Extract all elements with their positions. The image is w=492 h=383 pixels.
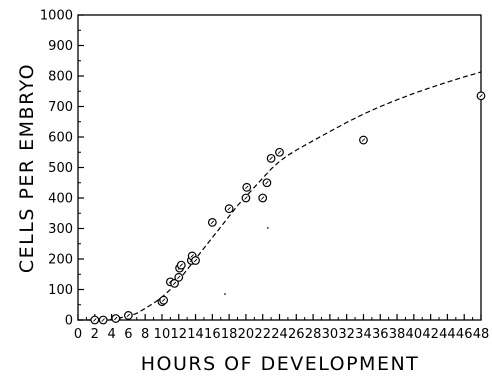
data-point-mark <box>244 196 248 200</box>
x-tick-label: 12 <box>170 327 187 342</box>
stray-mark <box>224 293 226 296</box>
x-tick-label: 48 <box>473 327 490 342</box>
data-point-mark <box>179 263 183 267</box>
axis-ticks <box>77 14 482 321</box>
data-point-mark <box>227 206 231 211</box>
data-point-mark <box>193 258 198 263</box>
data-point <box>174 272 184 282</box>
y-tick-label: 500 <box>48 161 73 176</box>
data-point <box>359 135 368 145</box>
data-point <box>159 295 169 305</box>
x-tick-label: 46 <box>456 327 473 342</box>
data-point-mark <box>114 316 118 321</box>
x-tick-label: 38 <box>389 327 406 342</box>
y-tick-label: 400 <box>48 192 73 207</box>
data-point <box>476 91 486 101</box>
data-point <box>262 178 272 188</box>
data-point <box>170 279 179 288</box>
data-point <box>266 153 276 163</box>
y-tick-label: 0 <box>65 314 73 329</box>
x-tick-label: 2 <box>91 327 99 342</box>
series-layer <box>78 71 486 325</box>
data-point-mark <box>93 318 97 322</box>
data-point <box>98 315 108 325</box>
data-point-mark <box>161 298 166 302</box>
x-tick-label: 20 <box>238 327 255 342</box>
plot-frame <box>77 14 482 321</box>
x-tick-label: 8 <box>141 327 149 342</box>
x-tick-label: 44 <box>439 327 456 342</box>
data-point <box>207 217 217 227</box>
x-tick-label: 22 <box>254 327 271 342</box>
y-tick-label: 100 <box>48 283 73 298</box>
y-tick-label: 700 <box>48 100 73 115</box>
data-point-mark <box>126 313 131 318</box>
y-tick-label: 600 <box>48 131 73 146</box>
y-tick-label: 900 <box>48 39 73 54</box>
data-point-mark <box>479 94 483 98</box>
data-point-mark <box>245 185 249 190</box>
x-tick-label: 36 <box>372 327 389 342</box>
data-point <box>242 182 252 192</box>
data-point <box>258 193 268 203</box>
x-tick-label: 34 <box>355 327 372 342</box>
plot-area-border <box>77 14 482 321</box>
fitted-curve-dashed-line <box>78 71 482 321</box>
x-tick-label: 24 <box>271 327 288 342</box>
data-point-mark <box>361 138 366 142</box>
y-tick-label: 200 <box>48 253 73 268</box>
y-tick-label: 800 <box>48 70 73 85</box>
y-axis-tick-labels: 0 100 200 300 400 500 600 700 800 900 1000 <box>40 9 73 329</box>
data-point <box>111 314 121 323</box>
data-point <box>123 311 133 320</box>
data-point-mark <box>265 181 269 185</box>
x-tick-label: 0 <box>74 327 82 342</box>
x-tick-label: 28 <box>305 327 322 342</box>
x-tick-label: 16 <box>204 327 221 342</box>
x-tick-label: 18 <box>221 327 238 342</box>
x-tick-label: 6 <box>124 327 132 342</box>
y-axis-title: CELLS PER EMBRYO <box>16 63 38 273</box>
data-point <box>275 147 284 157</box>
data-point-mark <box>177 275 181 280</box>
data-point-mark <box>172 281 177 286</box>
x-axis-tick-labels: 0 2 4 6 8 10 12 14 16 18 20 22 24 26 28 30 32 34 36 38 40 42 4… <box>74 327 489 342</box>
data-point-mark <box>269 156 273 161</box>
data-point-mark <box>190 254 194 258</box>
data-point-mark <box>210 220 215 225</box>
x-tick-label: 4 <box>107 327 115 342</box>
x-tick-label: 40 <box>406 327 423 342</box>
x-tick-label: 10 <box>154 327 171 342</box>
x-tick-label: 30 <box>322 327 339 342</box>
x-tick-label: 32 <box>338 327 355 342</box>
data-point <box>224 204 234 214</box>
data-point <box>241 193 251 203</box>
x-tick-label: 14 <box>187 327 204 342</box>
data-point <box>90 315 100 325</box>
data-point-mark <box>277 150 282 154</box>
data-point <box>191 256 200 265</box>
x-tick-label: 26 <box>288 327 305 342</box>
stray-mark <box>266 226 269 229</box>
x-tick-label: 42 <box>422 327 439 342</box>
y-tick-label: 300 <box>48 222 73 237</box>
data-point-mark <box>101 318 105 322</box>
data-point <box>176 260 186 270</box>
y-tick-label: 1000 <box>40 9 73 24</box>
x-axis-title: HOURS OF DEVELOPMENT <box>141 353 420 375</box>
data-point-mark <box>260 196 265 200</box>
